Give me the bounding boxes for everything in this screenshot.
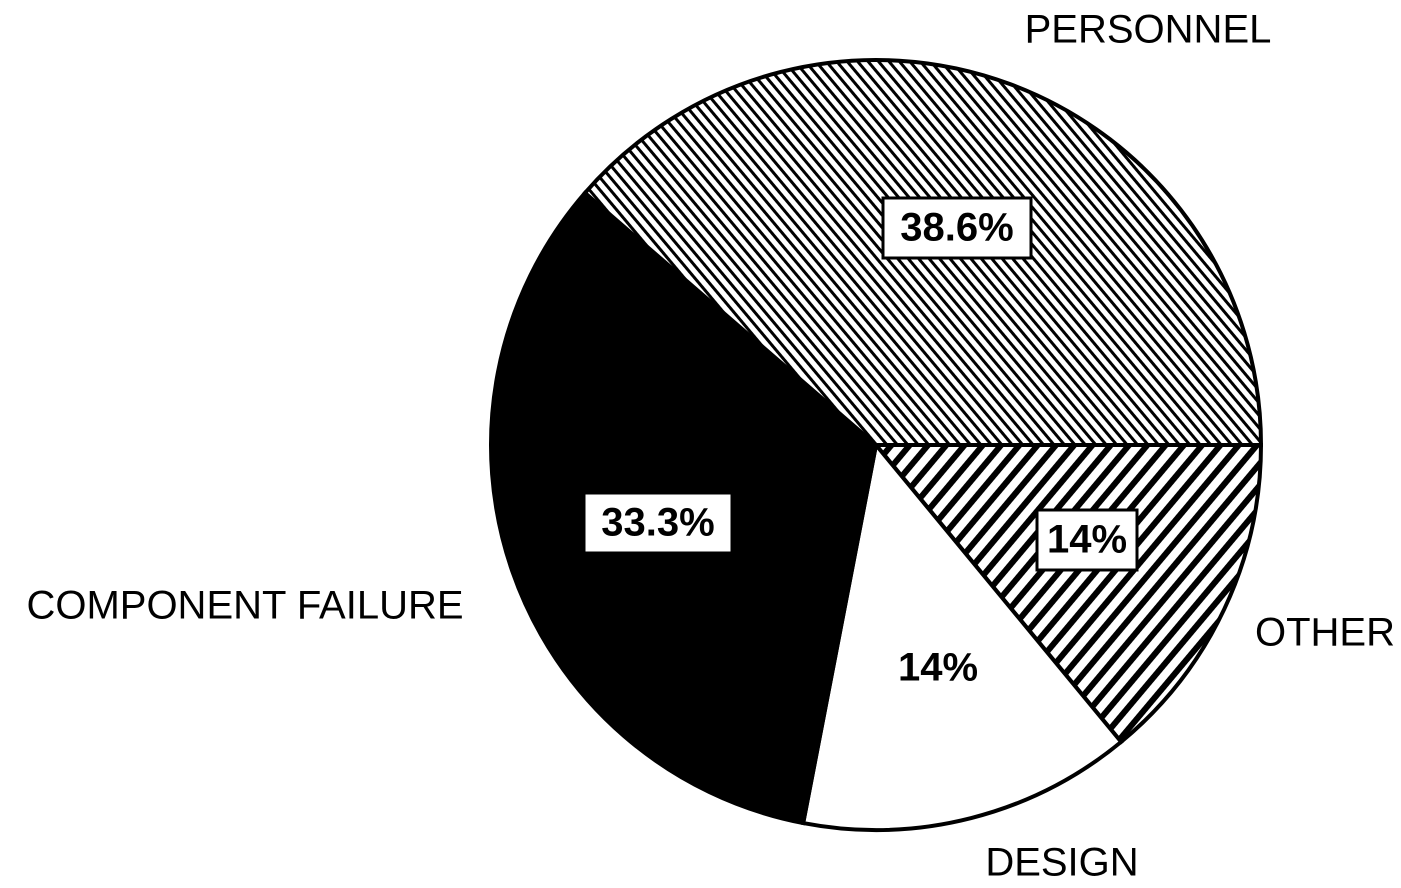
category-label: OTHER: [1255, 611, 1395, 655]
category-label: DESIGN: [985, 841, 1138, 885]
value-label: 38.6%: [900, 206, 1013, 250]
category-label: PERSONNEL: [1025, 8, 1272, 52]
value-label: 33.3%: [601, 501, 714, 545]
value-label: 14%: [1047, 518, 1127, 562]
value-label-box: [582, 491, 734, 555]
pie-slice: [871, 443, 1264, 745]
value-label-box: [1035, 508, 1139, 572]
pie-slice: [800, 440, 1124, 832]
category-label: COMPONENT FAILURE: [26, 584, 463, 628]
value-label-box: [881, 196, 1033, 260]
value-label: 14%: [898, 646, 978, 690]
